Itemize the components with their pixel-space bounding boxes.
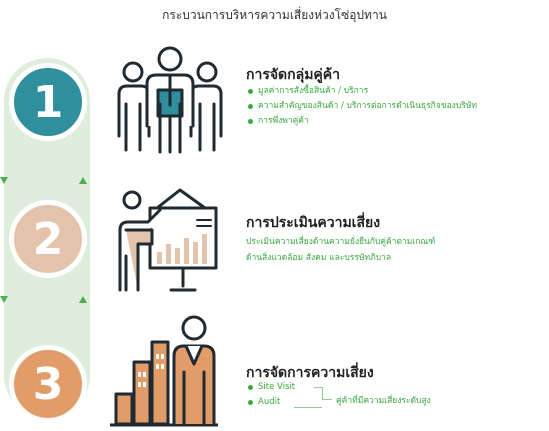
bracket-connector — [294, 407, 322, 408]
list-item: Site Visit — [246, 380, 295, 395]
list-item: Audit — [246, 395, 295, 410]
down-arrow-icon — [0, 177, 8, 184]
step-1-number-circle: 1 — [9, 63, 87, 141]
page-title: กระบวนการบริหารความเสี่ยงห่วงโซ่อุปทาน — [162, 8, 387, 22]
description-line: ประเมินความเสี่ยงด้านความยั่งยืนกับคู่ค้… — [246, 237, 436, 247]
bracket-connector — [314, 387, 323, 400]
step-3-heading: การจัดการความเสี่ยง — [246, 365, 374, 381]
down-arrow-icon — [0, 296, 8, 303]
people-group-icon — [117, 46, 223, 154]
list-item: ความสำคัญของสินค้า / บริการต่อการดำเนินธ… — [246, 99, 477, 114]
step-2-number-circle: 2 — [9, 200, 87, 278]
description-line: ด้านสิ่งแวดล้อม สังคม และบรรษัทภิบาล — [246, 253, 392, 263]
presenter-chart-icon — [118, 188, 218, 292]
list-item: การพึ่งพาคู่ค้า — [246, 114, 477, 129]
list-item: มูลค่าการสั่งซื้อสินค้า / บริการ — [246, 84, 477, 99]
step-3-number-circle: 3 — [9, 345, 87, 423]
bracket-connector — [322, 399, 332, 400]
step-1-heading: การจัดกลุ่มคู่ค้า — [246, 67, 341, 83]
up-arrow-icon — [79, 177, 87, 184]
step-3-bullet-list: Site Visit Audit — [246, 380, 295, 410]
step-3-bracket-note: คู่ค้าที่มีความเสี่ยงระดับสูง — [336, 396, 431, 406]
up-arrow-icon — [79, 296, 87, 303]
step-2-description: ประเมินความเสี่ยงด้านความยั่งยืนกับคู่ค้… — [246, 234, 435, 266]
step-2-heading: การประเมินความเสี่ยง — [246, 215, 381, 231]
person-bar-chart-icon — [110, 315, 218, 427]
step-1-bullet-list: มูลค่าการสั่งซื้อสินค้า / บริการ ความสำค… — [246, 84, 477, 129]
